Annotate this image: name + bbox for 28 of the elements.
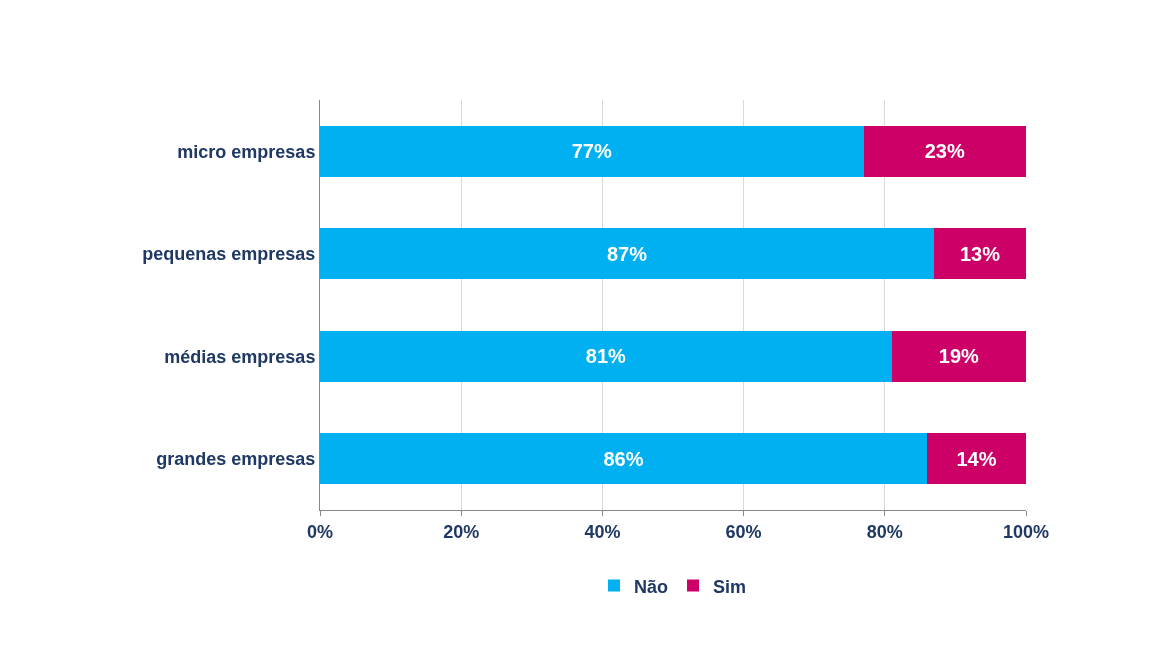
data-label: 14%	[956, 447, 997, 470]
data-label: 23%	[924, 140, 965, 163]
legend-label: Não	[634, 576, 669, 597]
bar	[320, 125, 864, 177]
bar	[891, 330, 1026, 382]
bar	[320, 433, 928, 485]
bar	[927, 433, 1026, 485]
data-label: 87%	[606, 242, 648, 265]
bar	[320, 228, 935, 280]
data-label: 81%	[585, 345, 627, 368]
bar	[320, 330, 892, 382]
y-tick-label: médias empresas	[164, 346, 316, 367]
x-tick-label: 60%	[725, 521, 762, 542]
bar	[934, 228, 1026, 280]
y-tick-label: grandes empresas	[156, 449, 316, 470]
y-tick-label: micro empresas	[177, 141, 316, 162]
x-tick-label: 20%	[443, 521, 480, 542]
legend-label: Sim	[713, 576, 747, 597]
data-label: 77%	[571, 140, 612, 163]
data-label: 86%	[603, 447, 644, 470]
data-label: 13%	[959, 242, 1001, 265]
y-tick-label: pequenas empresas	[142, 244, 316, 265]
x-tick-label: 40%	[584, 521, 621, 542]
bar	[863, 125, 1026, 177]
x-tick-label: 100%	[1002, 521, 1050, 542]
data-label: 19%	[938, 345, 980, 368]
x-tick-label: 0%	[306, 521, 334, 542]
x-tick-label: 80%	[866, 521, 903, 542]
